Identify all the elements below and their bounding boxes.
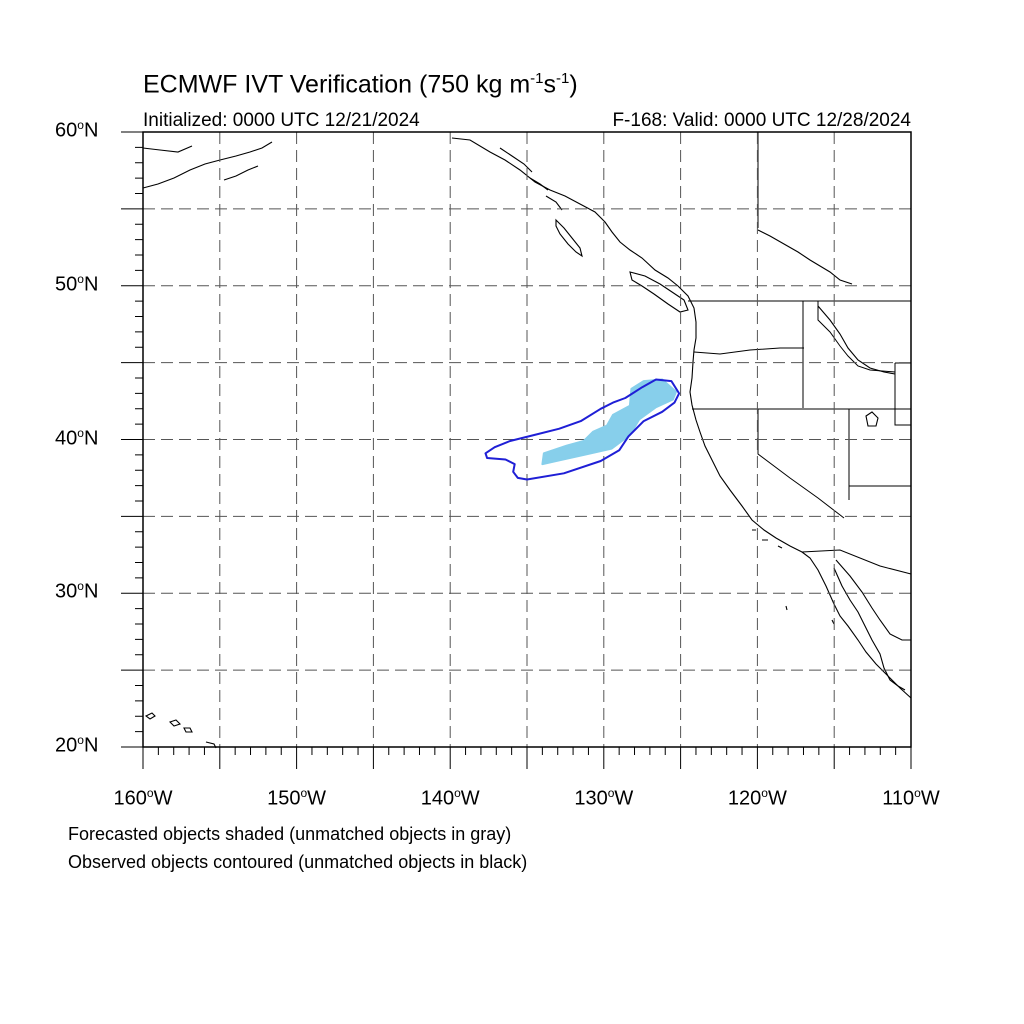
forecast-object-shaded	[541, 378, 677, 466]
valid-time: F-168: Valid: 0000 UTC 12/28/2024	[612, 110, 911, 131]
coastline-north-america	[451, 137, 912, 699]
lon-label: 150oW	[267, 786, 327, 810]
observed-note: Observed objects contoured (unmatched ob…	[68, 852, 528, 872]
lat-label: 40oN	[55, 425, 99, 450]
coastline-hawaii	[144, 712, 217, 749]
objects-layer	[484, 378, 681, 481]
lat-label: 30oN	[55, 579, 99, 603]
coastline-layer	[142, 137, 912, 749]
coastline-alaska-peninsula	[142, 141, 273, 189]
coastline-vancouver-island	[629, 271, 689, 313]
observed-object-contour	[484, 378, 681, 481]
map-frame-layer	[121, 131, 912, 769]
border-idaho-montana	[817, 301, 896, 373]
border-washington-oregon	[693, 347, 804, 355]
coastline-baja-inner	[833, 567, 906, 691]
initialized-time: Initialized: 0000 UTC 12/21/2024	[143, 110, 420, 131]
coastline-haida-gwaii	[555, 218, 583, 258]
lon-label: 130oW	[574, 786, 634, 810]
lon-label: 120oW	[727, 786, 787, 810]
border-wyoming	[894, 362, 911, 426]
lat-label: 60oN	[55, 118, 99, 142]
lon-label: 160oW	[113, 786, 173, 810]
lat-label: 20oN	[55, 733, 99, 757]
coastline-gulf-of-california	[835, 559, 911, 641]
coastline-alaska-islands	[499, 147, 563, 211]
border-us-mexico	[801, 549, 912, 575]
political-borders-layer	[688, 132, 912, 575]
forecast-note: Forecasted objects shaded (unmatched obj…	[68, 824, 512, 844]
map-title: ECMWF IVT Verification (750 kg m-1s-1)	[143, 70, 578, 99]
interior-river	[757, 229, 896, 375]
lon-label: 110oW	[882, 786, 940, 810]
lon-label: 140oW	[420, 786, 480, 810]
lat-label: 50oN	[55, 271, 99, 296]
coastline-channel-islands	[752, 529, 835, 625]
great-salt-lake	[865, 411, 879, 427]
border-california-nevada	[757, 409, 845, 519]
gridlines-layer	[143, 132, 911, 747]
